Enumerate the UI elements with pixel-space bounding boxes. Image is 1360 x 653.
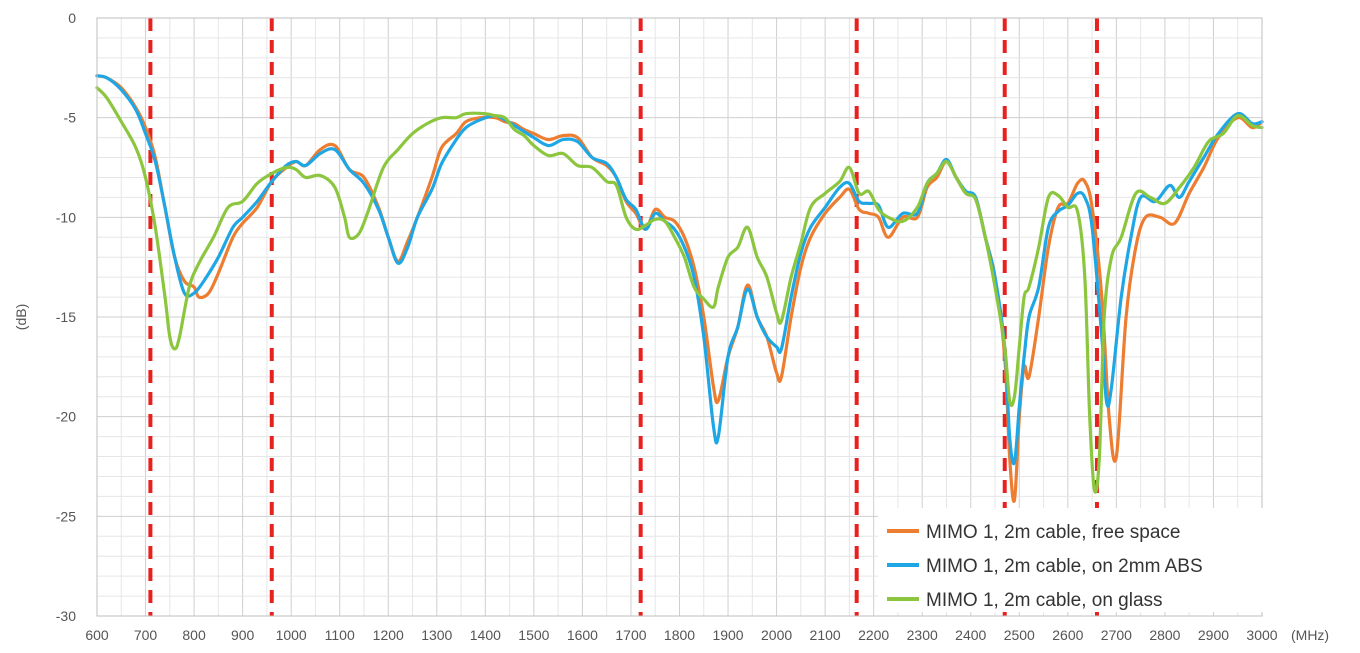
y-tick-label: -5 [64,110,77,126]
x-tick-label: 2800 [1149,627,1180,643]
x-axis-label: (MHz) [1291,627,1329,643]
y-tick-label: -30 [56,608,76,624]
x-tick-label: 600 [85,627,109,643]
x-tick-label: 1800 [664,627,695,643]
x-tick-label: 2500 [1004,627,1035,643]
series-line-3 [95,86,1264,494]
legend-label-2: MIMO 1, 2m cable, on 2mm ABS [926,556,1203,577]
x-tick-label: 700 [134,627,158,643]
y-tick-label: -10 [56,209,76,225]
x-tick-label: 1500 [518,627,549,643]
x-tick-label: 2300 [907,627,938,643]
legend-box [878,508,1263,612]
x-tick-label: 2900 [1198,627,1229,643]
x-tick-label: 1400 [470,627,501,643]
x-tick-label: 2700 [1101,627,1132,643]
x-tick-label: 1700 [615,627,646,643]
x-tick-label: 3000 [1246,627,1277,643]
legend-label-1: MIMO 1, 2m cable, free space [926,522,1181,543]
series-line-2 [95,74,1264,466]
x-tick-label: 2100 [810,627,841,643]
x-tick-label: 2000 [761,627,792,643]
y-tick-label: 0 [68,10,76,26]
x-tick-label: 2600 [1052,627,1083,643]
plot-border [96,17,1263,617]
y-tick-label: -25 [56,508,76,524]
x-tick-label: 1600 [567,627,598,643]
legend: MIMO 1, 2m cable, free space MIMO 1, 2m c… [878,508,1263,612]
x-tick-label: 2400 [955,627,986,643]
marker-lines [148,18,1099,616]
legend-label-3: MIMO 1, 2m cable, on glass [926,590,1163,611]
x-tick-label: 1000 [276,627,307,643]
x-tick-label: 800 [182,627,206,643]
x-tick-label: 1300 [421,627,452,643]
y-axis-label: (dB) [13,304,29,330]
x-tick-label: 1900 [712,627,743,643]
y-tick-label: -15 [56,309,76,325]
x-tick-label: 2200 [858,627,889,643]
axes: 0 -5 -10 -15 -20 -25 -30 600 700 800 900 1000 1100 12… [13,10,1329,643]
series-lines [95,74,1264,503]
y-tick-label: -20 [56,409,76,425]
x-tick-label: 900 [231,627,255,643]
x-tick-label: 1200 [373,627,404,643]
x-tick-label: 1100 [325,627,355,643]
